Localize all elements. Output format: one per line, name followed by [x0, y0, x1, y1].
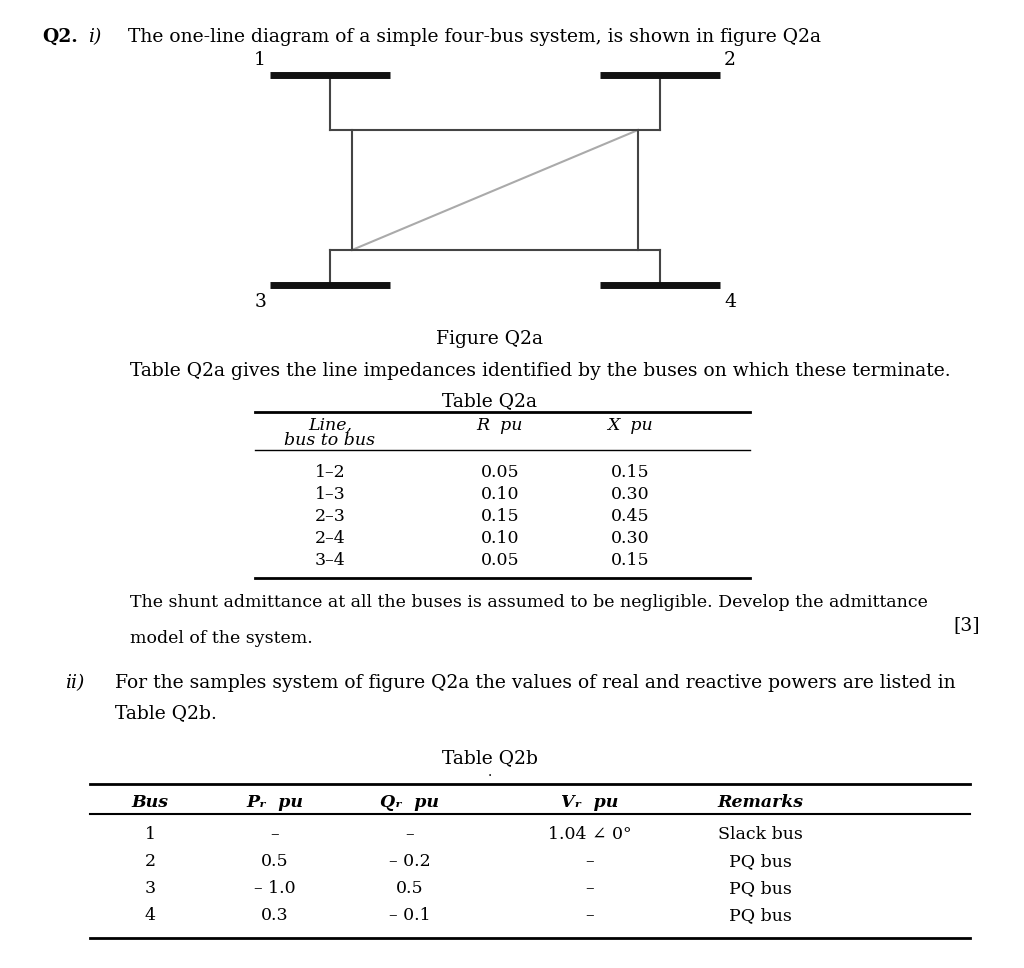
- Text: 4: 4: [724, 293, 736, 311]
- Text: R  pu: R pu: [477, 417, 523, 434]
- Text: PQ bus: PQ bus: [728, 907, 792, 924]
- Text: Slack bus: Slack bus: [718, 826, 803, 843]
- Text: [3]: [3]: [953, 616, 980, 634]
- Text: Vᵣ  pu: Vᵣ pu: [561, 794, 618, 811]
- Text: 0.30: 0.30: [610, 486, 649, 503]
- Text: 1.04 ∠ 0°: 1.04 ∠ 0°: [548, 826, 632, 843]
- Text: 0.15: 0.15: [480, 508, 519, 525]
- Text: 0.10: 0.10: [480, 530, 519, 547]
- Text: For the samples system of figure Q2a the values of real and reactive powers are : For the samples system of figure Q2a the…: [115, 674, 955, 692]
- Text: 2: 2: [144, 853, 156, 870]
- Text: Remarks: Remarks: [717, 794, 803, 811]
- Text: Table Q2b: Table Q2b: [442, 749, 538, 767]
- Text: – 1.0: – 1.0: [254, 880, 296, 897]
- Text: i): i): [88, 28, 101, 46]
- Text: 0.5: 0.5: [396, 880, 424, 897]
- Text: –: –: [586, 853, 594, 870]
- Text: PQ bus: PQ bus: [728, 880, 792, 897]
- Text: 0.10: 0.10: [480, 486, 519, 503]
- Text: Figure Q2a: Figure Q2a: [436, 330, 544, 348]
- Text: –: –: [270, 826, 280, 843]
- Text: PQ bus: PQ bus: [728, 853, 792, 870]
- Text: 0.15: 0.15: [610, 552, 649, 569]
- Text: 1: 1: [144, 826, 156, 843]
- Text: Qᵣ  pu: Qᵣ pu: [381, 794, 439, 811]
- Text: X  pu: X pu: [607, 417, 653, 434]
- Text: Q2.: Q2.: [42, 28, 78, 46]
- Text: 0.30: 0.30: [610, 530, 649, 547]
- Text: –: –: [406, 826, 415, 843]
- Text: Table Q2a gives the line impedances identified by the buses on which these termi: Table Q2a gives the line impedances iden…: [130, 362, 950, 380]
- Text: 0.05: 0.05: [480, 552, 519, 569]
- Text: 3: 3: [254, 293, 266, 311]
- Text: Pᵣ  pu: Pᵣ pu: [247, 794, 303, 811]
- Text: The one-line diagram of a simple four-bus system, is shown in figure Q2a: The one-line diagram of a simple four-bu…: [128, 28, 821, 46]
- Text: 1–3: 1–3: [314, 486, 345, 503]
- Text: 4: 4: [144, 907, 156, 924]
- Text: Table Q2b.: Table Q2b.: [115, 704, 217, 722]
- Text: 2: 2: [724, 51, 736, 69]
- Text: bus to bus: bus to bus: [285, 432, 376, 449]
- Text: – 0.1: – 0.1: [389, 907, 431, 924]
- Text: –: –: [586, 907, 594, 924]
- Text: 2–3: 2–3: [314, 508, 345, 525]
- Text: 0.3: 0.3: [261, 907, 289, 924]
- Text: 0.5: 0.5: [261, 853, 289, 870]
- Text: 3–4: 3–4: [314, 552, 345, 569]
- Text: Bus: Bus: [131, 794, 169, 811]
- Text: –: –: [586, 880, 594, 897]
- Text: 1: 1: [254, 51, 266, 69]
- Text: 1–2: 1–2: [314, 464, 345, 481]
- Text: The shunt admittance at all the buses is assumed to be negligible. Develop the a: The shunt admittance at all the buses is…: [130, 594, 928, 611]
- Text: Line,: Line,: [308, 417, 352, 434]
- Text: 0.05: 0.05: [480, 464, 519, 481]
- Text: model of the system.: model of the system.: [130, 630, 312, 647]
- Text: – 0.2: – 0.2: [389, 853, 431, 870]
- Text: 2–4: 2–4: [314, 530, 345, 547]
- Text: 0.45: 0.45: [610, 508, 649, 525]
- Text: ii): ii): [65, 674, 84, 692]
- Text: ·: ·: [487, 769, 493, 783]
- Text: 3: 3: [144, 880, 156, 897]
- Text: Table Q2a: Table Q2a: [442, 392, 538, 410]
- Text: 0.15: 0.15: [610, 464, 649, 481]
